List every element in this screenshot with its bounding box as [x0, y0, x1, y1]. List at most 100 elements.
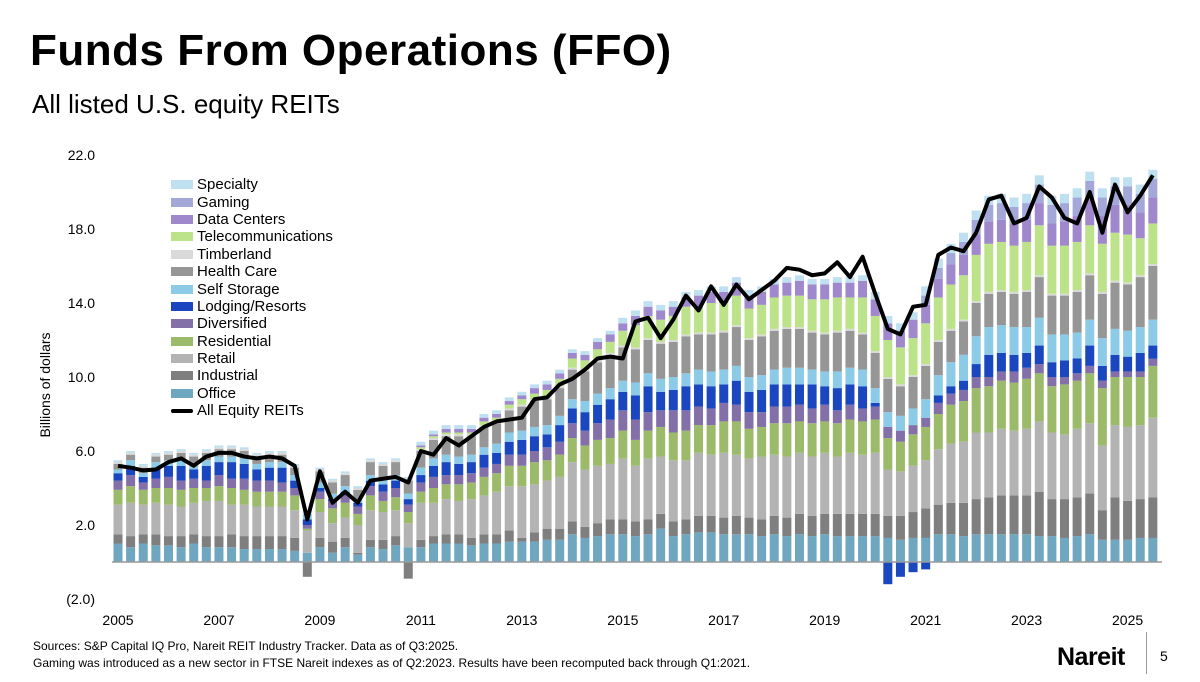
bar-segment-industrial — [593, 523, 603, 537]
bar-segment-diversified — [820, 404, 830, 422]
bar-segment-industrial — [466, 537, 476, 546]
bar-segment-health-care — [479, 426, 489, 448]
bar-segment-diversified — [681, 410, 691, 431]
bar-segment-residential — [492, 473, 502, 492]
page-number: 5 — [1160, 648, 1168, 664]
bar-segment-residential — [214, 486, 224, 501]
bar-segment-lodging-resorts — [126, 465, 136, 476]
bar-segment-industrial — [151, 534, 161, 546]
legend-item: Lodging/Resorts — [171, 298, 333, 315]
bar-segment-industrial — [782, 517, 792, 537]
bar-segment-timberland — [504, 408, 514, 411]
bar-segment-lodging-resorts — [529, 436, 539, 451]
bar-segment-specialty — [933, 258, 943, 268]
bar-segment-self-storage — [959, 354, 969, 381]
bar-segment-specialty — [378, 462, 388, 464]
x-tick-label: 2007 — [203, 612, 234, 628]
bar-segment-health-care — [189, 456, 199, 464]
bar-segment-lodging-resorts — [946, 386, 956, 394]
bar-segment-industrial — [744, 517, 754, 535]
legend-swatch — [171, 214, 193, 224]
bar-segment-industrial — [227, 534, 237, 548]
bar-segment-lodging-resorts — [302, 519, 312, 525]
bar-segment-industrial — [189, 534, 199, 544]
bar-segment-telecommunications — [1097, 243, 1107, 292]
bar-segment-residential — [151, 488, 161, 503]
bar-segment-health-care — [959, 321, 969, 355]
legend-swatch — [171, 267, 193, 277]
bar-segment-lodging-resorts — [1047, 362, 1057, 377]
bar-segment-specialty — [1060, 193, 1069, 204]
bar-segment-telecommunications — [580, 360, 590, 370]
bar-segment-telecommunications — [820, 299, 830, 333]
bar-segment-specialty — [277, 451, 287, 453]
x-tick-label: 2025 — [1112, 612, 1143, 628]
bar-segment-self-storage — [1097, 338, 1107, 366]
bar-segment-self-storage — [403, 493, 413, 500]
bar-segment-data-centers — [959, 254, 969, 276]
bar-segment-retail — [946, 443, 956, 503]
bar-segment-diversified — [832, 410, 842, 424]
bar-segment-specialty — [908, 312, 918, 320]
bar-segment-office — [277, 549, 287, 562]
bar-segment-self-storage — [504, 432, 514, 442]
bar-segment-self-storage — [807, 369, 817, 385]
bar-segment-residential — [719, 421, 729, 453]
bar-segment-specialty — [517, 391, 527, 396]
bar-segment-health-care — [1110, 282, 1120, 329]
bar-segment-self-storage — [264, 462, 274, 468]
bar-segment-specialty — [1135, 184, 1145, 194]
bar-segment-diversified — [189, 478, 199, 488]
bar-segment-residential — [794, 421, 804, 453]
bar-segment-self-storage — [681, 373, 691, 387]
bar-segment-health-care — [593, 362, 603, 394]
bar-segment-timberland — [984, 291, 994, 294]
bar-segment-diversified — [479, 467, 489, 477]
bar-segment-office — [1085, 534, 1095, 562]
bar-segment-industrial — [340, 537, 350, 548]
bar-segment-industrial — [769, 515, 779, 535]
bar-segment-specialty — [1110, 177, 1120, 187]
bar-segment-health-care — [353, 489, 363, 500]
bar-segment-retail — [605, 463, 615, 520]
bar-segment-timberland — [391, 460, 401, 463]
bar-segment-retail — [782, 456, 792, 518]
bar-segment-office — [593, 536, 603, 562]
bar-segment-specialty — [479, 414, 489, 418]
bar-segment-telecommunications — [807, 299, 817, 331]
bar-segment-lodging-resorts — [643, 386, 653, 413]
bar-segment-self-storage — [731, 365, 741, 381]
bar-segment-residential — [1060, 384, 1069, 435]
bar-segment-retail — [504, 486, 514, 531]
bar-segment-specialty — [138, 463, 148, 466]
bar-segment-data-centers — [719, 291, 729, 303]
bar-segment-office — [239, 549, 249, 562]
bar-segment-self-storage — [1034, 317, 1044, 346]
bar-segment-timberland — [1110, 280, 1120, 283]
bar-segment-self-storage — [416, 467, 426, 476]
bar-segment-retail — [189, 502, 199, 535]
bar-segment-diversified — [971, 377, 981, 389]
bar-segment-lodging-resorts — [1123, 356, 1133, 372]
bar-segment-residential — [580, 445, 590, 470]
bar-segment-lodging-resorts — [214, 462, 224, 476]
bar-segment-health-care — [466, 436, 476, 455]
bar-segment-self-storage — [492, 443, 502, 453]
bar-segment-timberland — [365, 460, 375, 463]
bar-segment-office — [1123, 539, 1133, 562]
bar-segment-self-storage — [1110, 328, 1120, 355]
x-tick-label: 2023 — [1011, 612, 1042, 628]
bar-segment-telecommunications — [782, 295, 792, 328]
bar-segment-lodging-resorts — [630, 395, 640, 420]
bar-segment-data-centers — [441, 428, 451, 433]
bar-segment-residential — [378, 500, 388, 513]
bar-segment-diversified — [302, 525, 312, 529]
bar-segment-lodging-resorts — [807, 384, 817, 409]
bar-segment-specialty — [731, 277, 741, 283]
bar-segment-office — [189, 543, 199, 562]
bar-segment-self-storage — [466, 454, 476, 463]
bar-segment-office — [1034, 536, 1044, 562]
bar-segment-industrial — [807, 515, 817, 537]
bar-segment-office — [946, 534, 956, 562]
bar-segment-telecommunications — [1060, 245, 1069, 294]
